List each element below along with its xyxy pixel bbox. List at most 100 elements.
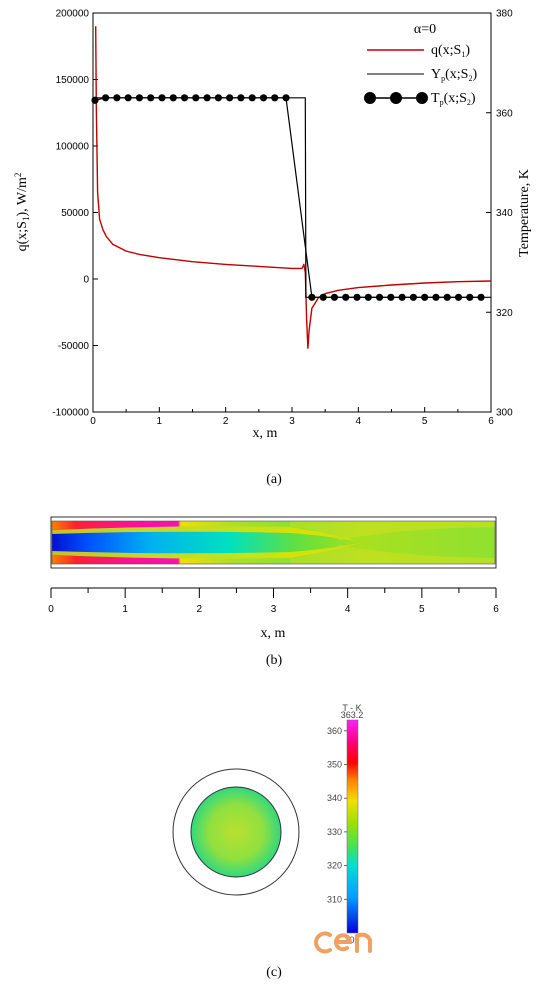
strip-inner-wall xyxy=(51,520,496,565)
tp-data-point xyxy=(398,293,406,301)
y-right-axis-ticks: 380 360 340 320 300 xyxy=(486,9,513,419)
y-right-tick-label: 300 xyxy=(496,408,513,419)
colorbar-ticks: 360 350 340 330 320 310 xyxy=(327,726,347,904)
strip-upper-wall-layer xyxy=(52,521,290,530)
y-right-tick-label: 380 xyxy=(496,9,513,20)
y-left-tick-label: 100000 xyxy=(56,142,90,153)
legend-swatch-tp-marker xyxy=(364,92,376,104)
tp-data-point xyxy=(409,293,417,301)
tp-data-point xyxy=(364,293,372,301)
caption-a: (a) xyxy=(266,472,282,487)
tp-data-point xyxy=(135,94,144,102)
caption-c: (c) xyxy=(266,965,282,980)
colorbar xyxy=(346,719,359,934)
tp-data-point xyxy=(282,94,290,102)
caption-b: (b) xyxy=(266,653,283,668)
y-left-axis-label: q(x;S1), W/m2 xyxy=(13,173,31,252)
tp-data-point xyxy=(192,94,200,102)
legend: α=0 q(x;S1) Yp(x;S2) Tp(x;S2) xyxy=(364,22,477,107)
tp-data-point xyxy=(466,293,474,301)
tp-data-point xyxy=(387,293,395,301)
software-logo xyxy=(314,931,372,954)
tp-data-point xyxy=(259,94,268,102)
strip-x-tick-label: 0 xyxy=(48,604,54,615)
tp-data-point xyxy=(248,94,256,102)
panel-c-cross-section: T - K 363.2 360 350 340 330 320 310 300 xyxy=(172,703,372,954)
strip-x-tick-label: 2 xyxy=(197,604,203,615)
x-tick-label: 1 xyxy=(157,416,163,427)
tp-data-point xyxy=(353,293,361,301)
strip-x-axis-label: x, m xyxy=(261,626,286,641)
colorbar-tick-label: 330 xyxy=(327,827,342,837)
tp-data-point xyxy=(421,293,429,301)
y-left-tick-label: -100000 xyxy=(52,408,89,419)
x-tick-label: 4 xyxy=(356,416,362,427)
logo-stroke xyxy=(314,931,332,954)
strip-upper-downstream xyxy=(290,521,495,540)
tp-data-point xyxy=(158,94,166,102)
legend-label-tp: Tp(x;S2) xyxy=(431,91,476,107)
strip-x-tick-label: 1 xyxy=(122,604,128,615)
tp-data-point xyxy=(271,94,279,102)
legend-swatch-tp-marker xyxy=(390,92,402,104)
q-series-line xyxy=(95,26,492,349)
panel-a-chart: 0 1 2 3 4 5 6 200000 150000 100000 50000 0 -50000 -1… xyxy=(13,9,532,442)
strip-x-tick-label: 5 xyxy=(419,604,425,615)
tp-data-point xyxy=(375,293,384,301)
colorbar-tick-label: 350 xyxy=(327,759,342,769)
tp-data-point xyxy=(203,94,211,102)
strip-x-axis-ticks: 0 1 2 3 4 5 6 xyxy=(48,588,499,615)
tp-data-point xyxy=(342,293,350,301)
tp-series-line xyxy=(94,97,482,298)
y-right-axis-label: Temperature, K xyxy=(517,169,532,257)
tp-data-point xyxy=(147,94,155,102)
colorbar-tick-label: 360 xyxy=(327,726,342,736)
y-left-tick-label: 0 xyxy=(83,275,89,286)
tp-data-point xyxy=(113,94,121,102)
colorbar-title: T - K xyxy=(342,703,361,713)
tp-data-point xyxy=(319,293,327,301)
y-left-tick-label: -50000 xyxy=(58,341,90,352)
x-tick-label: 3 xyxy=(289,416,295,427)
y-left-axis-ticks: 200000 150000 100000 50000 0 -50000 -100000 xyxy=(52,9,98,419)
tp-data-point xyxy=(102,94,110,102)
strip-lower-wall-layer xyxy=(52,555,290,564)
tp-data-point xyxy=(443,293,451,301)
x-tick-label: 0 xyxy=(90,416,96,427)
tp-data-point xyxy=(454,293,463,301)
y-left-tick-label: 50000 xyxy=(61,208,89,219)
colorbar-tick-label: 340 xyxy=(327,793,342,803)
colorbar-tick-label: 310 xyxy=(327,894,342,904)
legend-label-q: q(x;S1) xyxy=(431,43,470,59)
tp-data-point xyxy=(214,94,222,102)
pipe-inner-fluid xyxy=(190,786,282,878)
y-left-tick-label: 200000 xyxy=(56,9,90,20)
strip-x-tick-label: 3 xyxy=(271,604,277,615)
tp-data-point xyxy=(169,94,177,102)
x-axis-ticks: 0 1 2 3 4 5 6 xyxy=(90,407,494,427)
logo-stroke xyxy=(334,933,353,952)
y-right-tick-label: 360 xyxy=(496,108,513,119)
tp-data-point xyxy=(477,293,485,301)
tp-data-point xyxy=(180,94,189,102)
legend-swatch-tp-marker xyxy=(416,92,428,104)
tp-data-point xyxy=(308,293,316,301)
logo-stroke xyxy=(355,932,372,953)
y-left-tick-label: 150000 xyxy=(56,75,90,86)
yp-series-line xyxy=(95,97,491,298)
tp-data-point xyxy=(330,293,339,301)
y-right-tick-label: 320 xyxy=(496,308,513,319)
colorbar-max-label: 363.2 xyxy=(341,710,364,720)
legend-title: α=0 xyxy=(414,22,436,37)
tp-data-point xyxy=(124,94,132,102)
tp-data-point xyxy=(91,96,99,104)
colorbar-min-label: 300 xyxy=(344,935,359,945)
tp-data-point xyxy=(237,94,245,102)
strip-upper-transition xyxy=(52,526,360,542)
strip-lower-downstream xyxy=(290,545,495,564)
x-tick-label: 6 xyxy=(488,416,494,427)
tp-data-point xyxy=(432,293,440,301)
x-tick-label: 5 xyxy=(422,416,428,427)
strip-x-tick-label: 6 xyxy=(493,604,499,615)
